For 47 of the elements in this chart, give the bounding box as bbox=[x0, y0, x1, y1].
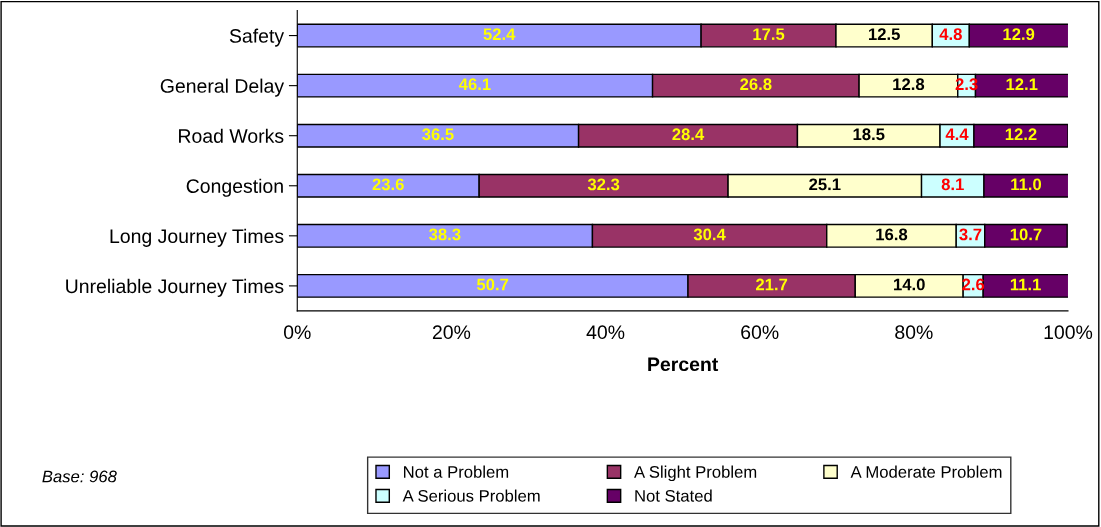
y-tick-label: Long Journey Times bbox=[110, 228, 284, 247]
data-label: 10.7 bbox=[1010, 228, 1042, 241]
data-label: 12.2 bbox=[1005, 128, 1037, 141]
data-label: 11.1 bbox=[1010, 278, 1041, 291]
legend-label: Not a Problem bbox=[404, 465, 509, 478]
y-tick-label: Safety bbox=[229, 28, 285, 47]
y-tick-label: General Delay bbox=[160, 78, 285, 97]
data-label: 18.5 bbox=[853, 128, 885, 141]
data-label: 23.6 bbox=[372, 178, 404, 191]
data-label: 50.7 bbox=[476, 278, 509, 291]
data-label: 14.0 bbox=[894, 278, 925, 291]
data-label: 28.4 bbox=[672, 128, 705, 141]
data-label: 52.4 bbox=[483, 28, 516, 41]
data-label: 4.8 bbox=[939, 28, 962, 41]
x-tick-label: 80% bbox=[895, 325, 933, 340]
data-label: 25.1 bbox=[809, 178, 841, 191]
y-tick-label: Unreliable Journey Times bbox=[66, 278, 284, 297]
legend-label: Not Stated bbox=[635, 489, 712, 502]
data-label: 12.9 bbox=[1003, 28, 1035, 41]
text: Base: 968 bbox=[42, 470, 117, 483]
y-tick-label: Congestion bbox=[186, 178, 283, 197]
data-label: 21.7 bbox=[756, 278, 788, 291]
data-label: 4.4 bbox=[945, 128, 969, 141]
data-label: 12.5 bbox=[868, 28, 900, 41]
x-tick-label: 0% bbox=[283, 325, 311, 340]
legend-label: A Serious Problem bbox=[402, 489, 540, 502]
x-tick-label: 60% bbox=[741, 325, 779, 340]
data-label: 16.8 bbox=[876, 228, 908, 241]
x-tick-label: 40% bbox=[586, 325, 625, 340]
legend-label: A Moderate Problem bbox=[850, 465, 1002, 478]
data-label: 8.1 bbox=[941, 178, 964, 191]
x-tick-label: 100% bbox=[1044, 325, 1093, 340]
x-axis-title: Percent bbox=[648, 357, 719, 372]
data-label: 30.4 bbox=[693, 228, 726, 241]
data-label: 12.1 bbox=[1006, 78, 1038, 90]
data-label: 32.3 bbox=[587, 178, 620, 191]
data-label: 12.8 bbox=[893, 78, 925, 91]
x-tick-label: 20% bbox=[432, 325, 471, 340]
legend-label: A Slight Problem bbox=[634, 465, 757, 482]
data-label: 46.1 bbox=[458, 78, 491, 91]
data-label: 26.8 bbox=[740, 78, 772, 91]
data-label: 11.0 bbox=[1011, 178, 1042, 191]
data-label: 36.5 bbox=[422, 128, 454, 141]
y-tick-label: Road Works bbox=[179, 128, 284, 143]
data-label: 38.3 bbox=[429, 228, 461, 241]
data-label: 17.5 bbox=[753, 28, 785, 41]
data-label: 3.7 bbox=[959, 228, 982, 241]
